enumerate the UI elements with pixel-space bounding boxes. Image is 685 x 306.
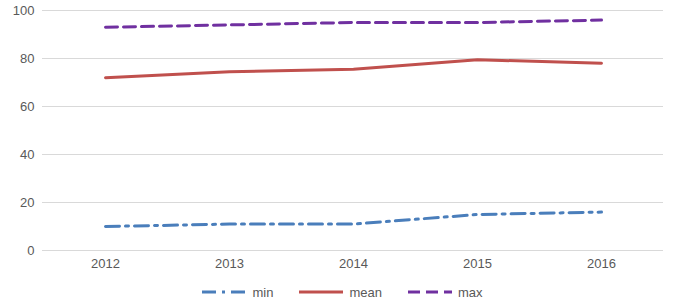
svg-text:20: 20 [20, 195, 34, 210]
svg-text:2012: 2012 [91, 256, 120, 271]
svg-text:60: 60 [20, 99, 34, 114]
svg-text:2013: 2013 [215, 256, 244, 271]
html-text:min: min [252, 284, 274, 300]
svg-text:40: 40 [20, 147, 34, 162]
svg-text:80: 80 [20, 51, 34, 66]
svg-text:2014: 2014 [339, 256, 368, 271]
svg-text:2015: 2015 [463, 256, 492, 271]
svg-text:2016: 2016 [587, 256, 616, 271]
html-text:mean: mean [349, 284, 382, 300]
svg-text:0: 0 [27, 243, 34, 258]
svg-text:100: 100 [13, 3, 35, 18]
html-text:max: max [458, 284, 483, 300]
